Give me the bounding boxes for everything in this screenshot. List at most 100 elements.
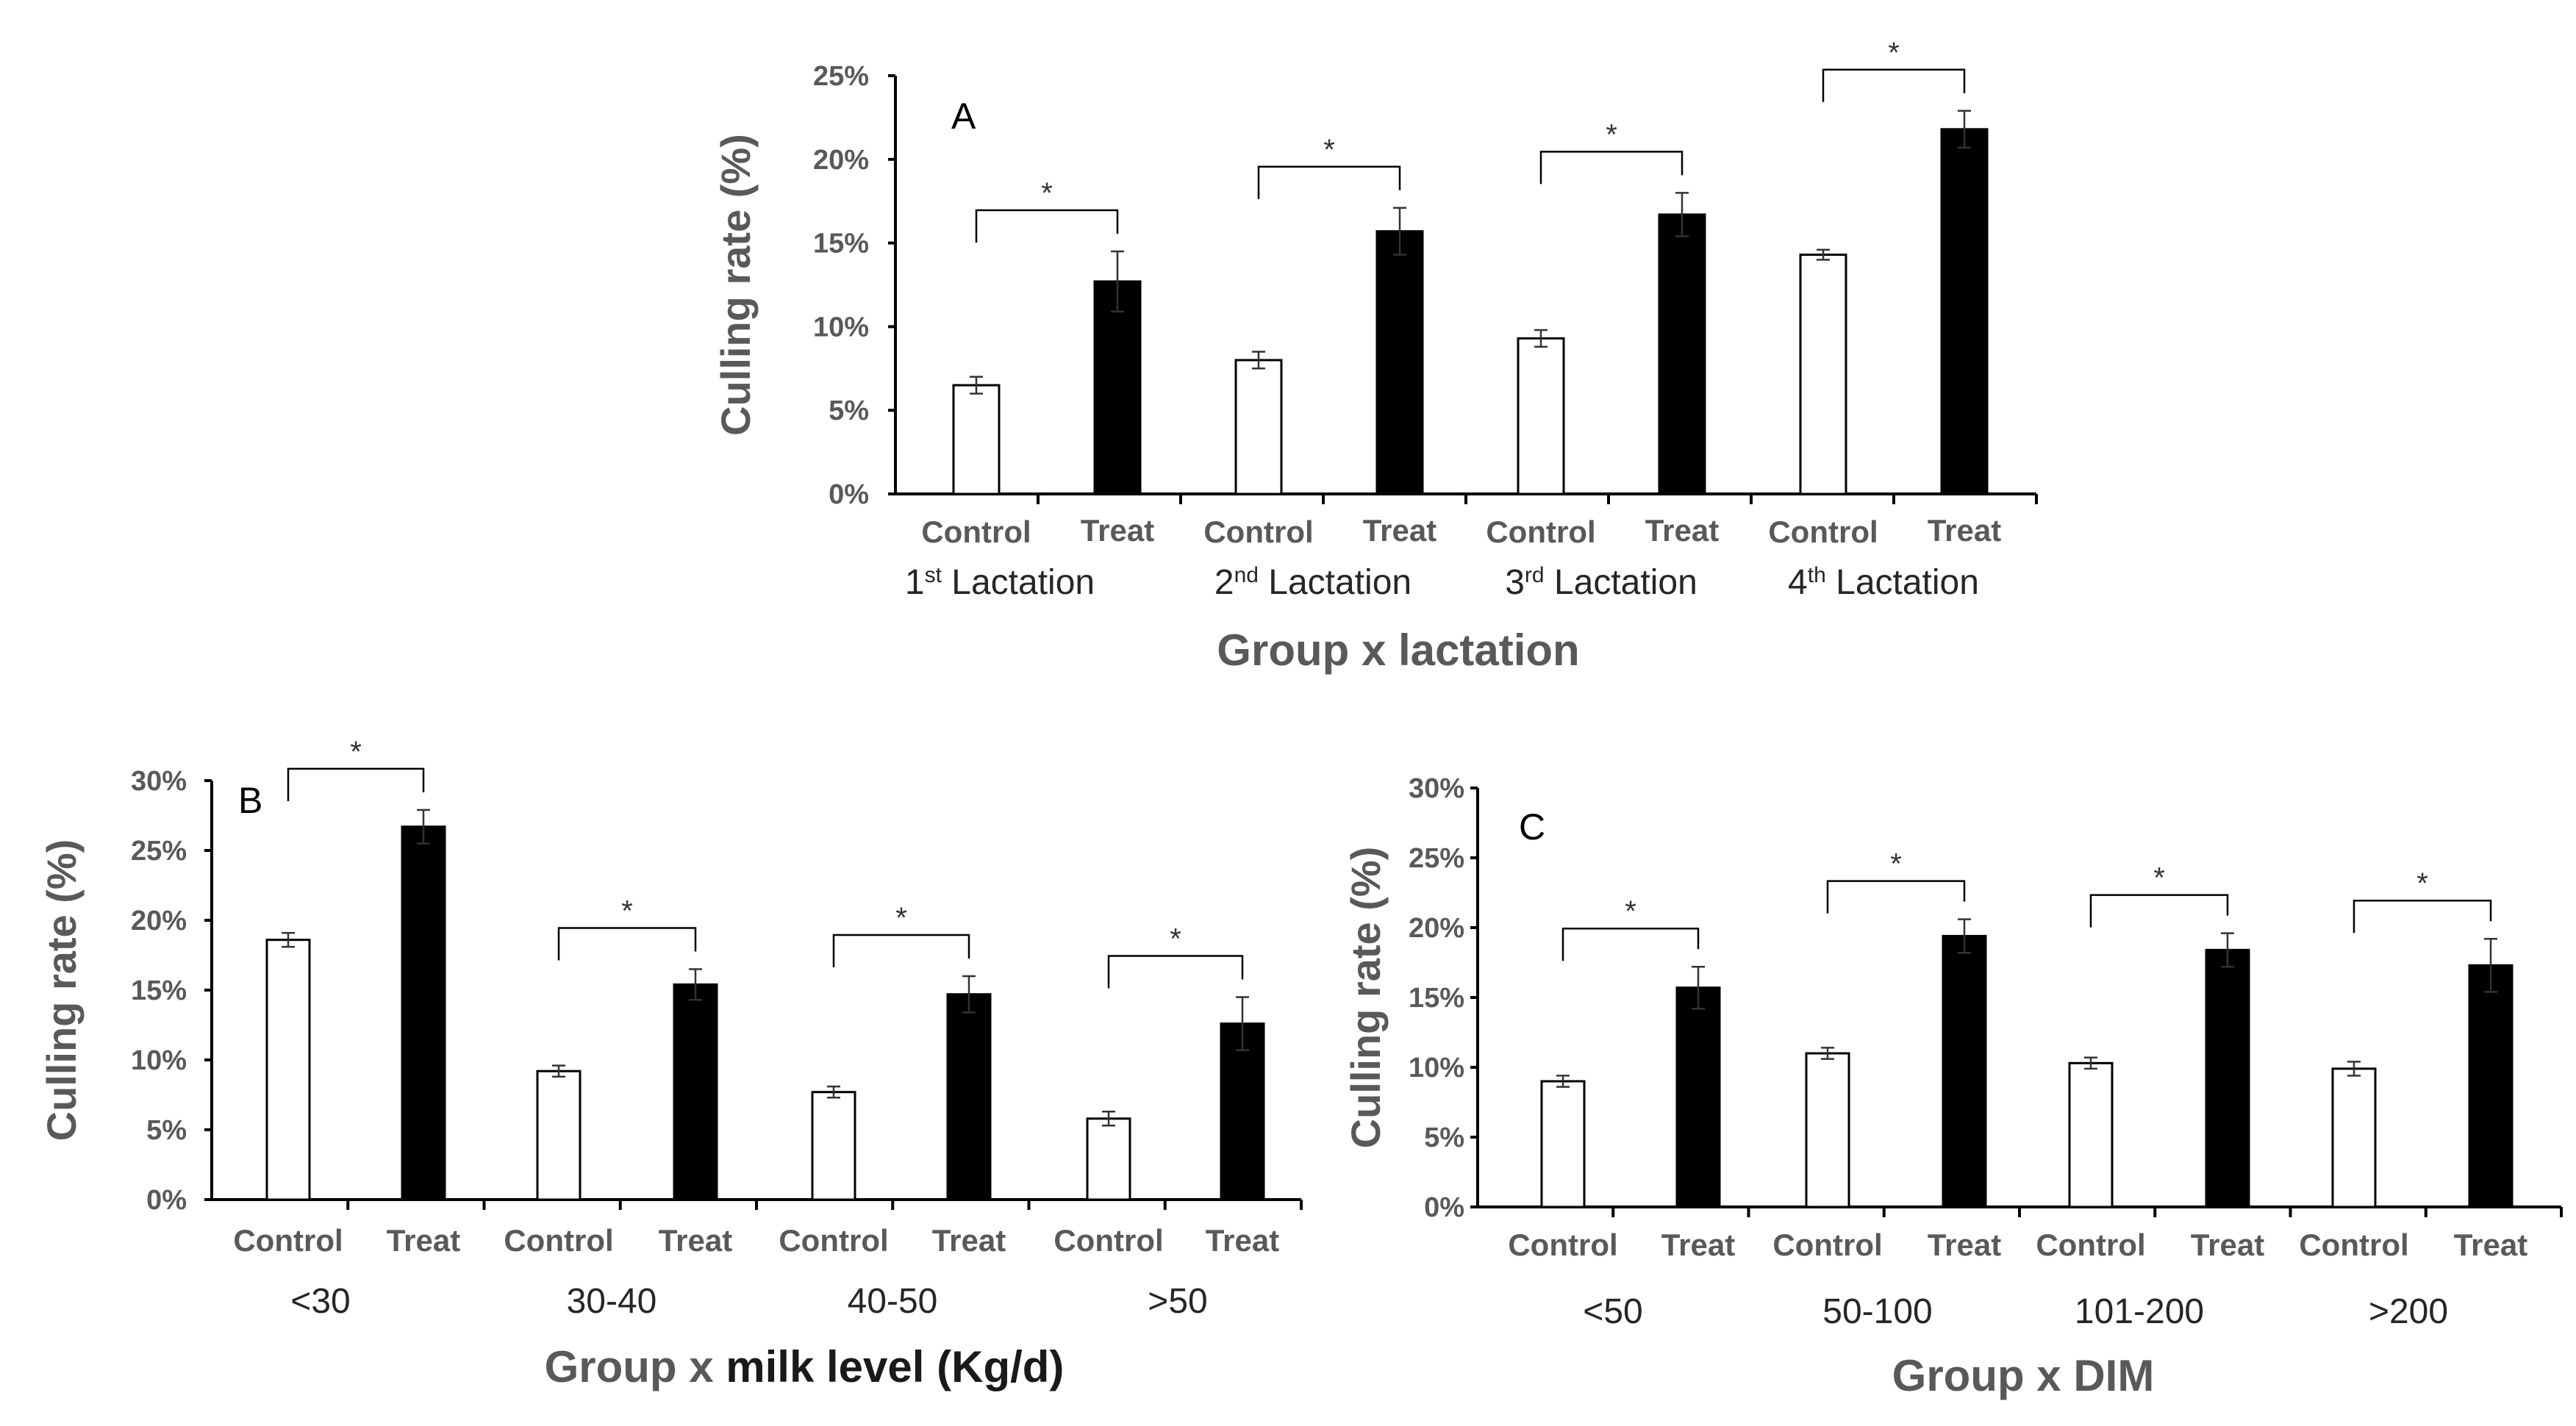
group-label: >200 bbox=[2369, 1292, 2448, 1331]
significance-star: * bbox=[1625, 895, 1636, 928]
y-axis-label: Culling rate (%) bbox=[712, 134, 759, 436]
x-category-label: Treat bbox=[2191, 1228, 2264, 1262]
bar-treat bbox=[1375, 230, 1424, 495]
panel-label: C bbox=[1519, 806, 1545, 848]
y-axis-label: Culling rate (%) bbox=[1342, 847, 1389, 1149]
group-label: 4th Lactation bbox=[1788, 563, 1979, 603]
y-tick-label: 0% bbox=[1424, 1192, 1464, 1223]
bar-treat bbox=[2205, 948, 2250, 1208]
bar-treat bbox=[1658, 213, 1706, 495]
y-tick-label: 10% bbox=[813, 312, 869, 343]
chart-panel-a: 0% 5% 10% 15% 20% 25% Culling rate (%) A Control… bbox=[712, 37, 2038, 675]
significance-bracket bbox=[2353, 899, 2492, 934]
x-category-label: Control bbox=[1203, 515, 1313, 549]
x-category-label: Control bbox=[1053, 1223, 1163, 1258]
x-category-label: Control bbox=[779, 1223, 888, 1258]
x-category-label: Treat bbox=[1081, 513, 1154, 548]
significance-star: * bbox=[895, 902, 907, 934]
chart-panel-b: 0% 5% 10% 15% 20% 25% 30% Culling rate (%) B Cont… bbox=[38, 736, 1303, 1391]
group-label: <50 bbox=[1583, 1292, 1642, 1331]
bar-control bbox=[2331, 1067, 2377, 1208]
bar-control bbox=[811, 1091, 856, 1201]
bar-control bbox=[1517, 337, 1565, 495]
group-label: 3rd Lactation bbox=[1505, 563, 1697, 603]
x-category-label: Control bbox=[921, 515, 1031, 549]
y-tick-label: 5% bbox=[829, 395, 869, 426]
group-label: <30 bbox=[290, 1282, 350, 1321]
panel-label: B bbox=[238, 780, 262, 821]
x-category-label: Control bbox=[504, 1223, 613, 1258]
group-label: 40-50 bbox=[848, 1282, 938, 1321]
significance-bracket bbox=[287, 767, 425, 801]
significance-bracket bbox=[832, 934, 970, 967]
y-tick-label: 15% bbox=[813, 229, 869, 259]
significance-star: * bbox=[1323, 134, 1335, 166]
y-tick-label: 5% bbox=[1424, 1122, 1464, 1153]
y-tick-label: 10% bbox=[1409, 1053, 1464, 1083]
panel-label: A bbox=[951, 96, 976, 137]
group-label: 50-100 bbox=[1822, 1292, 1932, 1331]
x-category-label: Treat bbox=[932, 1223, 1006, 1258]
bar-treat bbox=[1093, 280, 1142, 495]
y-tick-label: 5% bbox=[146, 1115, 187, 1146]
group-label: 30-40 bbox=[567, 1282, 657, 1321]
x-category-label: Control bbox=[2036, 1228, 2145, 1262]
x-category-label: Treat bbox=[1661, 1228, 1735, 1262]
y-tick-label: 25% bbox=[813, 61, 869, 92]
significance-star: * bbox=[1888, 37, 1900, 69]
bar-control bbox=[536, 1070, 582, 1201]
y-tick-label: 25% bbox=[131, 836, 187, 867]
significance-bracket bbox=[1539, 151, 1684, 184]
x-category-label: Control bbox=[1508, 1228, 1617, 1262]
x-category-label: Control bbox=[1772, 1228, 1882, 1262]
significance-bracket bbox=[1826, 880, 1966, 914]
significance-star: * bbox=[1041, 177, 1053, 209]
significance-star: * bbox=[1606, 118, 1617, 151]
x-category-label: Treat bbox=[1928, 513, 2001, 548]
x-category-label: Treat bbox=[1928, 1228, 2001, 1262]
x-category-label: Treat bbox=[387, 1223, 460, 1258]
y-tick-label: 30% bbox=[131, 766, 187, 797]
significance-star: * bbox=[1170, 923, 1181, 956]
bar-treat bbox=[1940, 128, 1989, 495]
x-category-label: Treat bbox=[2454, 1228, 2527, 1262]
y-tick-label: 15% bbox=[131, 975, 187, 1006]
x-category-label: Treat bbox=[1363, 513, 1437, 548]
significance-star: * bbox=[2416, 867, 2428, 900]
group-label: 101-200 bbox=[2075, 1292, 2204, 1331]
significance-bracket bbox=[1107, 955, 1244, 989]
significance-bracket bbox=[557, 927, 697, 961]
y-axis-label: Culling rate (%) bbox=[38, 839, 85, 1142]
significance-star: * bbox=[1890, 848, 1902, 881]
y-tick-label: 25% bbox=[1409, 843, 1464, 874]
significance-star: * bbox=[621, 895, 633, 928]
x-category-label: Control bbox=[233, 1223, 343, 1258]
x-category-label: Control bbox=[1486, 515, 1595, 549]
y-tick-label: 0% bbox=[829, 479, 869, 510]
chart-panel-c: 0% 5% 10% 15% 20% 25% 30% Culling rate (%) C Cont… bbox=[1342, 773, 2563, 1400]
y-tick-label: 10% bbox=[131, 1045, 187, 1076]
bar-control bbox=[2068, 1061, 2114, 1208]
significance-bracket bbox=[975, 209, 1119, 243]
significance-star: * bbox=[350, 736, 362, 768]
bar-control bbox=[1234, 359, 1283, 495]
x-axis-title: Group x DIM bbox=[1892, 1351, 2155, 1400]
x-category-label: Control bbox=[1768, 515, 1878, 549]
group-label: >50 bbox=[1148, 1282, 1207, 1321]
significance-bracket bbox=[1561, 927, 1700, 961]
y-tick-label: 20% bbox=[813, 145, 869, 176]
x-category-label: Treat bbox=[1645, 513, 1719, 548]
bar-treat bbox=[946, 993, 992, 1201]
bar-treat bbox=[401, 825, 446, 1201]
significance-bracket bbox=[1822, 68, 1966, 102]
group-label: 1st Lactation bbox=[905, 563, 1095, 603]
bar-control bbox=[1805, 1052, 1850, 1208]
bar-treat bbox=[673, 983, 718, 1201]
y-tick-label: 0% bbox=[146, 1185, 187, 1216]
y-tick-label: 30% bbox=[1409, 773, 1464, 804]
bar-treat bbox=[1220, 1022, 1265, 1201]
bar-control bbox=[1799, 254, 1847, 495]
x-axis-title: Group x lactation bbox=[1217, 626, 1579, 675]
x-category-label: Treat bbox=[659, 1223, 732, 1258]
